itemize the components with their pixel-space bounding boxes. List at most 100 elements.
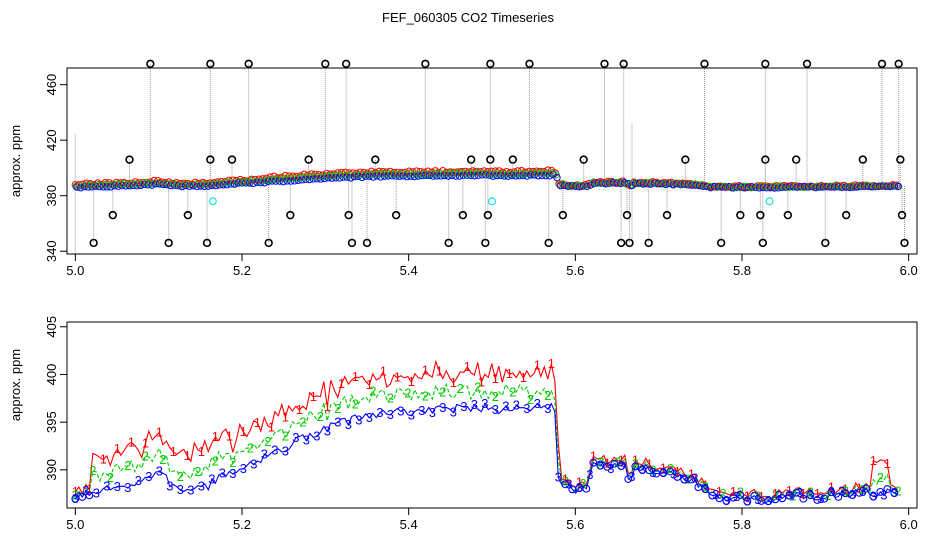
- bottom-x-tick-label: 5.6: [566, 517, 584, 532]
- series-2-marker: 2: [369, 384, 376, 399]
- series-2-marker: 2: [229, 455, 236, 470]
- top-point-red: [600, 178, 608, 187]
- top-spike-marker: [736, 210, 745, 220]
- series-2-marker: 2: [824, 488, 831, 503]
- bottom-x-tick-label: 5.4: [400, 517, 418, 532]
- series-3-point: [743, 497, 752, 506]
- series-3-marker: 3: [219, 465, 226, 480]
- top-y-tick-label: 340: [44, 240, 59, 262]
- series-3-point: [715, 494, 724, 503]
- top-point-red: [536, 167, 545, 176]
- series-3-marker: 3: [313, 428, 320, 443]
- bottom-y-axis: 390 395 400 405: [44, 316, 67, 481]
- series-3-point: [792, 488, 801, 497]
- series-3-marker: 3: [660, 465, 667, 480]
- series-2-marker: 2: [579, 476, 586, 491]
- top-spike-marker: [508, 155, 518, 164]
- series-1-marker: 1: [884, 456, 891, 471]
- series-3-marker: 3: [775, 488, 782, 503]
- series-3-marker: 3: [628, 469, 635, 484]
- series-2-marker: 2: [299, 414, 306, 429]
- series-1-marker: 1: [590, 449, 597, 464]
- series-3-marker: 3: [880, 488, 887, 503]
- top-point-red: [686, 180, 695, 188]
- top-x-tick-label: 5.6: [566, 263, 584, 278]
- top-point-red: [457, 167, 466, 176]
- series-1-marker: 1: [352, 369, 359, 384]
- top-spike-marker: [371, 155, 380, 164]
- series-3-marker: 3: [723, 493, 730, 508]
- series-3-point: [729, 493, 738, 502]
- series-3-marker: 3: [376, 405, 383, 420]
- series-3-point: [85, 491, 94, 500]
- series-2-marker: 2: [877, 470, 884, 485]
- top-x-tick-label: 5.0: [66, 263, 84, 278]
- series-1-marker: 1: [492, 371, 499, 386]
- series-3-point: [624, 475, 633, 483]
- series-2-marker: 2: [352, 397, 359, 412]
- top-point-red: [124, 179, 132, 188]
- top-point-red: [637, 179, 646, 187]
- series-2-marker: 2: [842, 484, 849, 499]
- top-spike-marker: [896, 155, 905, 164]
- series-1-marker: 1: [450, 375, 457, 390]
- top-point-green: [241, 177, 249, 186]
- series-1-marker: 1: [156, 424, 163, 439]
- series-3-point: [708, 491, 717, 500]
- top-point-blue: [227, 180, 235, 188]
- series-1-marker: 1: [296, 402, 303, 417]
- series-3-marker: 3: [849, 487, 856, 502]
- top-point-blue: [553, 173, 561, 182]
- top-point-red: [450, 168, 458, 177]
- series-3-point: [848, 491, 857, 499]
- series-1-marker: 1: [324, 399, 331, 414]
- top-point-red: [555, 180, 563, 188]
- series-3-point: [582, 484, 591, 493]
- top-spike-marker: [466, 155, 476, 164]
- series-3-marker: 3: [492, 402, 499, 417]
- top-point-red: [652, 178, 661, 187]
- top-point-red: [446, 168, 455, 176]
- series-1-marker: 1: [310, 389, 317, 404]
- series-3-marker: 3: [261, 446, 268, 461]
- series-1-marker: 1: [394, 370, 401, 385]
- series-3-marker: 3: [240, 461, 247, 476]
- series-2-marker: 2: [527, 392, 534, 407]
- top-spike-marker: [821, 238, 830, 248]
- series-3-marker: 3: [744, 494, 751, 509]
- series-3-point: [820, 494, 829, 503]
- series-3-marker: 3: [534, 396, 541, 411]
- top-spike-marker: [900, 238, 909, 248]
- bottom-y-tick-label: 400: [44, 364, 59, 386]
- series-2-marker: 2: [492, 389, 499, 404]
- top-spike-marker: [616, 238, 626, 248]
- top-point-red: [765, 182, 773, 191]
- series-3-marker: 3: [324, 423, 331, 438]
- bottom-x-tick-label: 5.0: [66, 517, 84, 532]
- top-point-red: [487, 167, 496, 176]
- top-point-red: [787, 181, 796, 190]
- top-y-axis-label: approx. ppm: [8, 125, 23, 197]
- series-1-marker: 1: [730, 484, 737, 499]
- top-spike-marker: [897, 210, 907, 220]
- top-spike-marker: [362, 238, 372, 248]
- top-spike-marker: [894, 59, 903, 69]
- top-point-cyan: [765, 197, 774, 206]
- series-1-marker: 1: [212, 429, 219, 444]
- series-3-marker: 3: [177, 482, 184, 497]
- top-spike-marker: [89, 238, 98, 248]
- top-spike-marker: [391, 210, 401, 220]
- series-3-marker: 3: [418, 403, 425, 418]
- top-spike-marker: [164, 238, 173, 248]
- figure-title: FEF_060305 CO2 Timeseries: [382, 10, 554, 25]
- top-point-red: [390, 168, 398, 177]
- series-1-marker: 1: [380, 363, 387, 378]
- top-x-axis: 5.0 5.2 5.4 5.6 5.8 6.0: [66, 254, 918, 278]
- bottom-x-tick-label: 5.2: [233, 517, 251, 532]
- series-3-marker: 3: [670, 466, 677, 481]
- top-spike-marker: [525, 59, 534, 69]
- series-3-point: [603, 462, 612, 471]
- top-spike-marker: [579, 155, 588, 164]
- top-spike-marker: [421, 59, 430, 69]
- series-1-marker: 1: [408, 374, 415, 389]
